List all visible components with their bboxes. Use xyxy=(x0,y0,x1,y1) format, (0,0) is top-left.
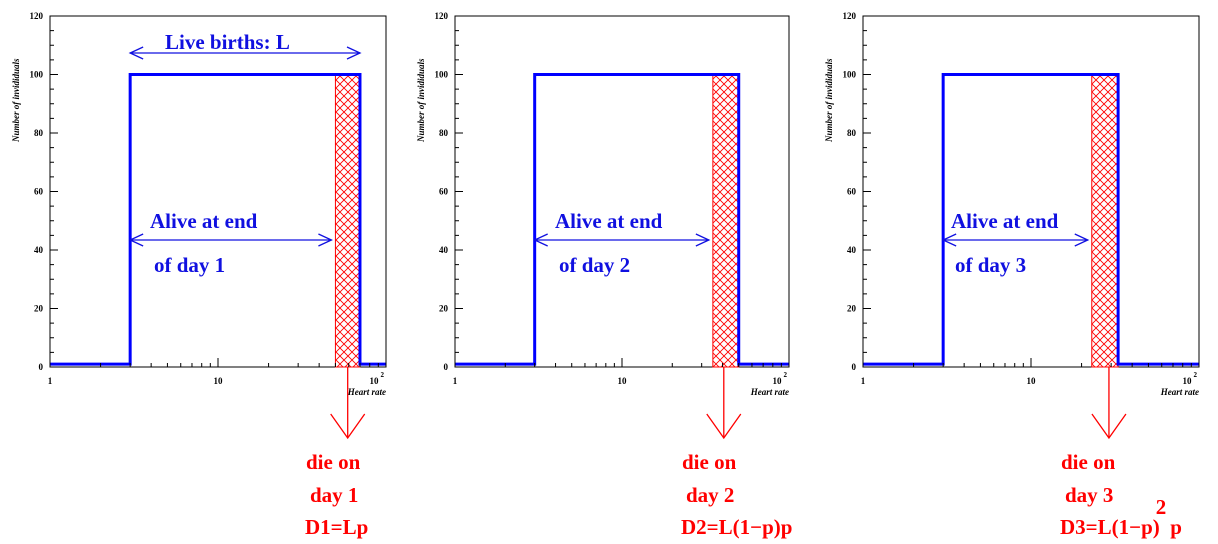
arrow-head-right xyxy=(318,233,333,247)
y-axis-title: Number of invididuals xyxy=(416,58,426,143)
death-formula-main: D3=L(1−p) xyxy=(1060,515,1160,539)
x-tick-label-100-base: 10 xyxy=(1183,376,1193,386)
x-tick-label-100-exponent: 2 xyxy=(784,371,788,379)
death-arrow-head xyxy=(1091,413,1127,440)
alive-label-line2: of day 2 xyxy=(559,253,630,277)
x-tick-label-100: 102 xyxy=(1183,371,1198,386)
live-births-arrow xyxy=(128,46,362,60)
histogram-step xyxy=(863,73,1199,366)
death-arrow-head xyxy=(706,413,742,440)
y-tick-label: 80 xyxy=(439,128,449,138)
x-tick-label-100-base: 10 xyxy=(370,376,380,386)
y-tick-label: 100 xyxy=(435,70,449,80)
plot-frame xyxy=(862,15,1200,368)
hatched-death-band xyxy=(712,74,740,368)
arrow-head-left xyxy=(128,46,144,60)
death-formula: D3=L(1−p)2p xyxy=(1060,495,1182,539)
arrow-head-left xyxy=(941,233,957,247)
y-tick-label: 100 xyxy=(843,70,857,80)
death-formula-exponent: 2 xyxy=(1156,495,1167,519)
y-tick-label: 80 xyxy=(34,128,44,138)
y-tick-label: 40 xyxy=(847,245,857,255)
histogram-step xyxy=(455,73,789,366)
x-axis-title: Heart rate xyxy=(750,387,789,397)
x-tick-label-100: 102 xyxy=(370,371,385,386)
alive-label-line1: Alive at end xyxy=(150,209,258,233)
arrow-head-right xyxy=(1074,233,1090,247)
y-tick-label: 0 xyxy=(852,362,857,372)
x-axis-title: Heart rate xyxy=(347,387,386,397)
death-formula: D1=Lp xyxy=(305,515,368,539)
x-tick-label-100-exponent: 2 xyxy=(1194,371,1198,379)
alive-arrow xyxy=(128,233,333,247)
arrow-head-right xyxy=(695,233,711,247)
alive-label-line1: Alive at end xyxy=(555,209,663,233)
y-tick-label: 0 xyxy=(444,362,449,372)
x-tick-label-1: 1 xyxy=(48,376,53,386)
live-births-label: Live births: L xyxy=(165,30,290,54)
hatched-death-band xyxy=(1091,74,1119,368)
histogram-step xyxy=(50,73,386,366)
x-tick-label-10: 10 xyxy=(1027,376,1037,386)
arrow-head-left xyxy=(128,233,144,247)
x-tick-label-10: 10 xyxy=(618,376,628,386)
alive-label-line1: Alive at end xyxy=(951,209,1059,233)
death-label-line2: day 1 xyxy=(310,483,358,507)
y-tick-label: 20 xyxy=(439,304,449,314)
y-tick-label: 20 xyxy=(34,304,44,314)
alive-label-line2: of day 3 xyxy=(955,253,1026,277)
y-axis-title: Number of invididuals xyxy=(824,58,834,143)
x-tick-label-10: 10 xyxy=(214,376,224,386)
y-tick-label: 60 xyxy=(34,187,44,197)
y-tick-label: 120 xyxy=(435,11,449,21)
death-label-line2: day 3 xyxy=(1065,483,1113,507)
death-arrow-head xyxy=(330,413,366,440)
y-tick-label: 120 xyxy=(30,11,44,21)
y-tick-label: 80 xyxy=(847,128,857,138)
death-label-line1: die on xyxy=(682,450,737,474)
x-tick-label-100-exponent: 2 xyxy=(381,371,385,379)
death-label-line1: die on xyxy=(1061,450,1116,474)
x-tick-label-1: 1 xyxy=(861,376,866,386)
y-tick-label: 0 xyxy=(39,362,44,372)
y-tick-label: 100 xyxy=(30,70,44,80)
alive-arrow xyxy=(533,233,711,247)
y-axis-title: Number of invididuals xyxy=(11,58,21,143)
x-tick-label-100-base: 10 xyxy=(773,376,783,386)
death-formula-tail: p xyxy=(1170,515,1182,539)
y-tick-label: 60 xyxy=(439,187,449,197)
death-label-line1: die on xyxy=(306,450,361,474)
y-tick-label: 60 xyxy=(847,187,857,197)
arrow-head-left xyxy=(533,233,548,247)
x-tick-label-1: 1 xyxy=(453,376,458,386)
y-tick-label: 40 xyxy=(34,245,44,255)
y-tick-label: 40 xyxy=(439,245,449,255)
death-formula: D2=L(1−p)p xyxy=(681,515,792,539)
alive-label-line2: of day 1 xyxy=(154,253,225,277)
death-label-line2: day 2 xyxy=(686,483,734,507)
alive-arrow xyxy=(941,233,1090,247)
x-axis-title: Heart rate xyxy=(1160,387,1199,397)
arrow-head-right xyxy=(346,46,362,60)
y-tick-label: 20 xyxy=(847,304,857,314)
x-tick-label-100: 102 xyxy=(773,371,788,386)
y-tick-label: 120 xyxy=(843,11,857,21)
hatched-death-band xyxy=(334,74,361,368)
